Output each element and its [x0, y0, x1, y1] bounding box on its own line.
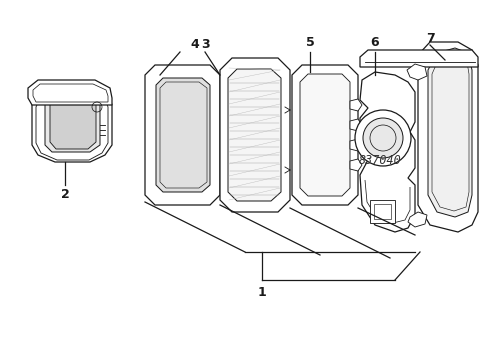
- Polygon shape: [360, 72, 415, 232]
- Text: 1: 1: [258, 285, 267, 298]
- Polygon shape: [36, 88, 108, 160]
- Polygon shape: [228, 69, 281, 201]
- Text: 4: 4: [191, 39, 199, 51]
- Polygon shape: [370, 200, 395, 223]
- Polygon shape: [360, 50, 478, 67]
- Text: 7: 7: [426, 31, 434, 45]
- Polygon shape: [350, 119, 362, 131]
- Circle shape: [363, 118, 403, 158]
- Polygon shape: [292, 65, 358, 205]
- Polygon shape: [45, 95, 100, 152]
- Polygon shape: [407, 64, 427, 80]
- Text: 837040: 837040: [359, 153, 401, 166]
- Polygon shape: [418, 42, 478, 232]
- Polygon shape: [350, 159, 362, 171]
- Polygon shape: [408, 212, 427, 227]
- Text: 6: 6: [371, 36, 379, 49]
- Polygon shape: [350, 139, 362, 151]
- Polygon shape: [145, 65, 220, 205]
- Text: 2: 2: [61, 189, 70, 202]
- Polygon shape: [156, 78, 210, 192]
- Polygon shape: [300, 74, 350, 196]
- Circle shape: [355, 110, 411, 166]
- Polygon shape: [428, 48, 472, 217]
- Polygon shape: [28, 80, 112, 105]
- Polygon shape: [32, 82, 112, 162]
- Polygon shape: [50, 99, 96, 149]
- Text: 3: 3: [201, 39, 209, 51]
- Polygon shape: [220, 58, 290, 212]
- Polygon shape: [350, 99, 362, 111]
- Text: 5: 5: [306, 36, 315, 49]
